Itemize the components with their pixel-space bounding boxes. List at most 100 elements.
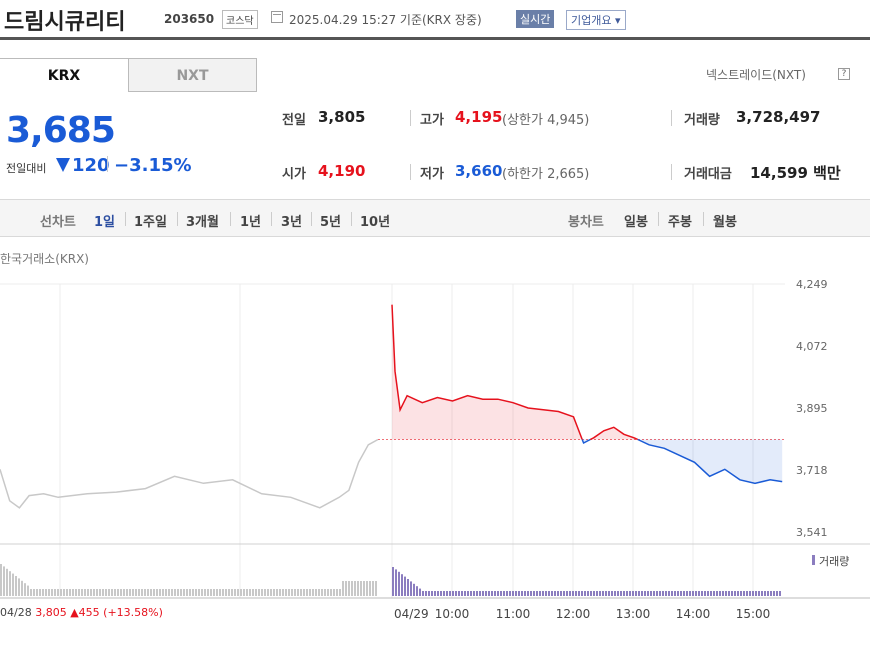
volume-bar	[650, 591, 652, 596]
volume-bar	[267, 589, 269, 596]
x-tick-label: 04/29	[394, 607, 429, 621]
volume-bar	[749, 591, 751, 596]
volume-bar	[87, 589, 89, 596]
stock-code: 203650	[164, 12, 215, 26]
volume-bar	[446, 591, 448, 596]
volume-bar	[476, 591, 478, 596]
x-tick-label: 13:00	[616, 607, 651, 621]
volume-bar	[542, 591, 544, 596]
divider	[410, 164, 411, 180]
volume-bar	[755, 591, 757, 596]
volume-bar	[93, 589, 95, 596]
volume-bar	[473, 591, 475, 596]
volume-bar	[635, 591, 637, 596]
tab-krx[interactable]: KRX	[0, 58, 128, 92]
volume-bar	[689, 591, 691, 596]
volume-bar	[162, 589, 164, 596]
volume-bar	[270, 589, 272, 596]
volume-bar	[620, 591, 622, 596]
volume-bar	[548, 591, 550, 596]
volume-bar	[303, 589, 305, 596]
high-label: 고가	[420, 113, 444, 128]
volume-bar	[210, 589, 212, 596]
volume-bar	[764, 591, 766, 596]
volume-bar	[659, 591, 661, 596]
volume-bar	[243, 589, 245, 596]
period-1w[interactable]: 1주일	[134, 215, 167, 230]
volume-bar	[536, 591, 538, 596]
down-arrow-icon	[56, 158, 70, 172]
volume-bar	[704, 591, 706, 596]
volume-bar	[461, 591, 463, 596]
volume-bar	[653, 591, 655, 596]
help-icon[interactable]: ?	[838, 68, 850, 80]
nxt-link[interactable]: 넥스트레이드(NXT)	[706, 68, 806, 82]
volume-bar	[6, 568, 8, 596]
volume-bar	[234, 589, 236, 596]
volume-bar	[78, 589, 80, 596]
volume-bar	[63, 589, 65, 596]
volume-bar	[345, 581, 347, 596]
volume-bar	[437, 591, 439, 596]
volume-bar	[557, 591, 559, 596]
tab-nxt[interactable]: NXT	[128, 58, 257, 92]
volume-bar	[315, 589, 317, 596]
trade-value-label: 거래대금	[684, 167, 732, 182]
volume-bar	[228, 589, 230, 596]
volume-bar	[443, 591, 445, 596]
prev-close-label: 전일	[282, 113, 306, 128]
volume-bar	[45, 589, 47, 596]
period-1y[interactable]: 1년	[240, 215, 262, 230]
volume-bar	[656, 591, 658, 596]
volume-bar	[126, 589, 128, 596]
period-5y[interactable]: 5년	[320, 215, 342, 230]
volume-bar	[96, 589, 98, 596]
market-badge: 코스닥	[222, 10, 258, 29]
volume-bar	[713, 591, 715, 596]
divider	[230, 212, 231, 226]
volume-bar	[138, 589, 140, 596]
volume-bar	[701, 591, 703, 596]
volume-bar	[102, 589, 104, 596]
prev-day-change-pct: (+13.58%)	[103, 606, 163, 619]
volume-bar	[90, 589, 92, 596]
volume-bar	[69, 589, 71, 596]
period-1d[interactable]: 1일	[94, 215, 116, 230]
volume-bar	[219, 589, 221, 596]
volume-bar	[698, 591, 700, 596]
volume-bar	[108, 589, 110, 596]
volume-bar	[470, 591, 472, 596]
volume-bar	[81, 589, 83, 596]
prev-day-date: 04/28	[0, 606, 32, 619]
period-3y[interactable]: 3년	[281, 215, 303, 230]
volume-bar	[518, 591, 520, 596]
period-10y[interactable]: 10년	[360, 215, 391, 230]
volume-bar	[434, 591, 436, 596]
divider	[177, 212, 178, 226]
volume-bar	[728, 591, 730, 596]
volume-legend-swatch	[812, 555, 815, 565]
volume-bar	[222, 589, 224, 596]
volume-bar	[488, 591, 490, 596]
x-tick-label: 15:00	[736, 607, 771, 621]
trade-value: 14,599 백만	[750, 164, 841, 182]
volume-bar	[297, 589, 299, 596]
volume-bar	[285, 589, 287, 596]
realtime-badge[interactable]: 실시간	[516, 10, 555, 28]
volume-bar	[608, 591, 610, 596]
volume-bar	[719, 591, 721, 596]
period-3m[interactable]: 3개월	[186, 215, 219, 230]
volume-bar	[72, 589, 74, 596]
volume-bar	[512, 591, 514, 596]
divider	[658, 212, 659, 226]
volume-bar	[183, 589, 185, 596]
candle-weekly[interactable]: 주봉	[668, 215, 692, 230]
candle-monthly[interactable]: 월봉	[713, 215, 737, 230]
volume-bar	[767, 591, 769, 596]
volume-bar	[255, 589, 257, 596]
volume-bar	[599, 591, 601, 596]
volume-bar	[431, 591, 433, 596]
volume-bar	[428, 591, 430, 596]
company-info-button[interactable]: 기업개요 ▾	[566, 10, 626, 30]
candle-daily[interactable]: 일봉	[624, 215, 648, 230]
